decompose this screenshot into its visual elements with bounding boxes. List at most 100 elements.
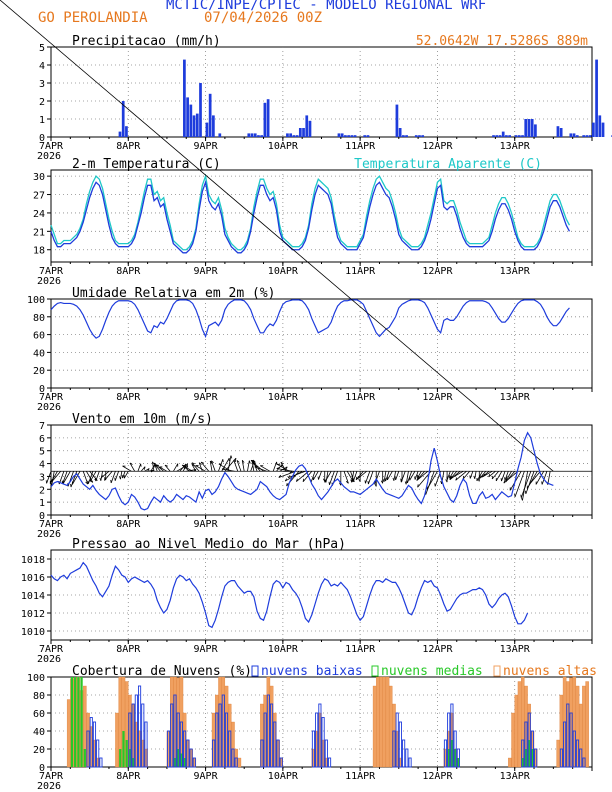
precip-bar bbox=[559, 128, 563, 137]
pres-xtick-label: 9APR bbox=[194, 644, 219, 655]
cloud-mid-bar bbox=[454, 749, 457, 767]
precip-bar bbox=[212, 115, 215, 137]
cloud-high-bar bbox=[379, 676, 383, 768]
precip-bar bbox=[186, 97, 189, 137]
wind-arrow-head bbox=[481, 474, 484, 478]
wind-arrow bbox=[150, 464, 156, 472]
wind-arrow-head bbox=[248, 460, 251, 464]
wind-arrow-head bbox=[521, 497, 523, 501]
cloud-mid-bar bbox=[531, 749, 534, 767]
wind-arrow-head bbox=[230, 455, 233, 459]
wind-arrow bbox=[101, 470, 110, 479]
wind-panel-frame bbox=[50, 424, 593, 516]
cloud-mid-bar bbox=[450, 740, 454, 767]
wind-arrow-head bbox=[280, 461, 284, 465]
wind-arrow bbox=[0, 0, 554, 472]
precip-bar bbox=[208, 93, 212, 137]
precip-bar bbox=[125, 126, 128, 137]
precip-bar bbox=[302, 128, 305, 137]
rh-ytick-label: 20 bbox=[33, 366, 45, 377]
wind-arrow bbox=[104, 471, 113, 481]
wind-arrow bbox=[414, 471, 419, 480]
pres-xtick-label: 8APR bbox=[116, 644, 141, 655]
cloud-low-bar bbox=[134, 694, 138, 768]
wind-arrow-head bbox=[358, 478, 361, 482]
cloud-low-bar bbox=[228, 730, 232, 768]
wind-arrow bbox=[520, 471, 532, 498]
wind-arrow-head bbox=[350, 479, 353, 483]
precip-xtick-label: 11APR bbox=[345, 141, 376, 152]
wind-arrow-head bbox=[164, 464, 168, 467]
cloud-low-bar bbox=[575, 739, 580, 768]
wind-arrow-head bbox=[382, 478, 385, 483]
precip-bar bbox=[289, 133, 293, 137]
cloud-mid-bar bbox=[122, 731, 125, 767]
wind-xtick-label: 8APR bbox=[116, 519, 141, 530]
wind-arrow-head bbox=[253, 462, 257, 464]
wind-arrow bbox=[209, 460, 213, 472]
wind-arrow bbox=[462, 471, 470, 480]
pres-panel-frame bbox=[50, 549, 593, 641]
precip-bar bbox=[366, 135, 370, 137]
precip-xtick-label: 13APR bbox=[500, 141, 531, 152]
wind-arrow-head bbox=[193, 469, 197, 472]
precip-xtick-label: 10APR bbox=[268, 141, 299, 152]
wind-arrow bbox=[195, 465, 206, 472]
wind-arrow-head bbox=[100, 474, 103, 478]
cloud-low-bar bbox=[527, 712, 531, 768]
pres-xtick-label: 12APR bbox=[422, 644, 453, 655]
pres-title: Pressao ao Nivel Medio do Mar (hPa) bbox=[72, 537, 346, 552]
precip-bar bbox=[530, 119, 534, 137]
wind-arrow-head bbox=[104, 477, 106, 481]
clouds-xtick-label: 13APR bbox=[500, 771, 531, 782]
cloud-legend-low: nuvens baixas bbox=[261, 664, 363, 679]
cloud-low-bar bbox=[456, 748, 460, 768]
wind-arrow-head bbox=[155, 464, 160, 466]
pres-xtick-label: 13APR bbox=[500, 644, 531, 655]
wind-ytick-label: 2 bbox=[39, 485, 45, 496]
cloud-high-bar bbox=[585, 681, 589, 768]
cloud-mid-bar bbox=[183, 758, 186, 767]
wind-arrow bbox=[155, 464, 161, 472]
wind-arrow bbox=[318, 471, 322, 480]
wind-arrow-head bbox=[150, 469, 154, 473]
wind-arrow bbox=[329, 471, 335, 485]
wind-arrow-head bbox=[449, 476, 452, 480]
clouds-xtick-label: 11APR bbox=[345, 771, 376, 782]
precip-bar bbox=[305, 115, 309, 137]
cloud-low-bar bbox=[318, 703, 322, 768]
wind-arrow bbox=[129, 462, 136, 472]
cloud-low-bar bbox=[192, 757, 196, 768]
wind-arrow bbox=[449, 471, 454, 479]
wind-arrow-head bbox=[129, 462, 133, 465]
wind-arrow bbox=[529, 471, 541, 485]
precip-bar bbox=[353, 135, 357, 137]
precip-bar bbox=[308, 120, 312, 137]
wind-xtick-label: 12APR bbox=[422, 519, 453, 530]
precip-bar bbox=[527, 119, 531, 137]
cloud-high-bar bbox=[66, 699, 71, 768]
cloud-low-bar bbox=[99, 757, 103, 768]
precip-bar bbox=[521, 135, 524, 137]
cloud-low-bar bbox=[224, 712, 229, 768]
wind-arrow-head bbox=[211, 460, 214, 464]
cloud-low-bar bbox=[215, 712, 219, 768]
wind-arrow bbox=[407, 471, 413, 484]
wind-arrow-head bbox=[491, 475, 494, 480]
cloud-low-bar bbox=[183, 730, 187, 768]
wind-ytick-label: 6 bbox=[39, 434, 45, 445]
temp-year-label: 2026 bbox=[37, 276, 61, 287]
precip-bar bbox=[421, 135, 425, 137]
precip-xtick-label: 7APR bbox=[39, 141, 64, 152]
wind-ytick-label: 5 bbox=[39, 447, 45, 458]
precip-bar bbox=[501, 131, 505, 137]
cloud-low-bar bbox=[179, 721, 183, 768]
wind-arrow-head bbox=[488, 474, 491, 478]
rh-xtick-label: 8APR bbox=[116, 392, 141, 403]
precip-bar bbox=[253, 133, 257, 137]
wind-arrow bbox=[491, 471, 499, 480]
precip-bar bbox=[395, 104, 399, 137]
cloud-high-bar bbox=[385, 676, 390, 768]
wind-xtick-label: 7APR bbox=[39, 519, 64, 530]
wind-arrow bbox=[123, 471, 129, 479]
